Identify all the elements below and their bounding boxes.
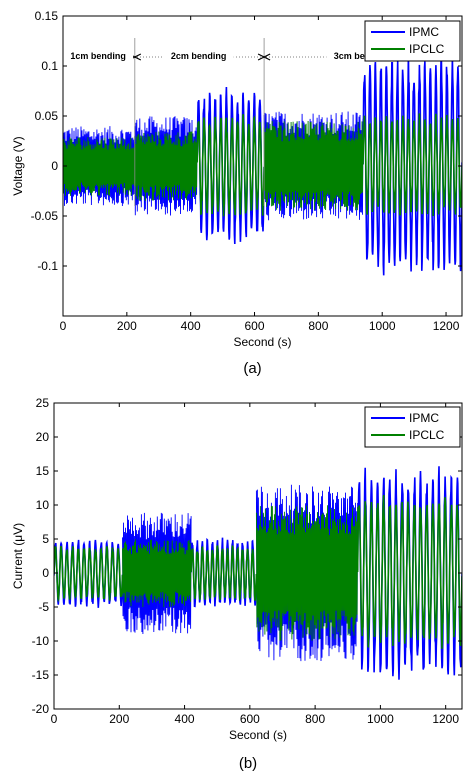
legend-box [364, 20, 461, 62]
series-line-ipclc-segment-1 [134, 131, 198, 201]
legend: IPMC IPCLC [364, 406, 461, 448]
x-tick-label: 0 [51, 712, 58, 726]
y-axis-label: Voltage (V) [11, 136, 25, 195]
series-line-ipmc-segment-0 [63, 126, 136, 207]
y-axis-label: Current (μV) [11, 523, 25, 589]
y-tick-label: 0 [51, 159, 58, 173]
series-layer [63, 51, 462, 276]
y-tick-label: 20 [36, 430, 50, 444]
legend-label-ipclc: IPCLC [409, 428, 445, 442]
x-tick-label: 600 [245, 319, 265, 333]
y-tick-label: 0.15 [35, 9, 59, 23]
x-tick-label: 1200 [432, 712, 459, 726]
series-line-ipmc-segment-1 [122, 512, 192, 635]
y-tick-label: 25 [36, 396, 50, 410]
series-line-ipclc-segment-2 [196, 114, 265, 217]
x-tick-label: 800 [305, 712, 325, 726]
voltage-chart-panel: 1cm bending 2cm bending 3cm bending 0 200 400… [11, 9, 463, 377]
x-tick-label: 800 [308, 319, 328, 333]
x-tick-label: 600 [240, 712, 260, 726]
series-line-ipclc-segment-0 [63, 136, 136, 196]
x-axis-label: Second (s) [233, 335, 291, 349]
x-tick-label: 400 [175, 712, 195, 726]
series-line-ipclc-segment-1 [122, 539, 192, 608]
bending-annotation: 3cm bending [334, 51, 390, 61]
legend-label-ipclc: IPCLC [409, 42, 445, 56]
y-tick-label: 0.05 [35, 109, 59, 123]
axes-frame [53, 402, 463, 710]
legend-label-ipmc: IPMC [409, 411, 439, 425]
bending-annotation: 1cm bending [70, 51, 126, 61]
annotation-background [63, 51, 134, 62]
y-tick-label: 5 [42, 532, 49, 546]
y-tick-label: -0.05 [31, 209, 59, 223]
y-tick-label: -5 [38, 600, 49, 614]
x-tick-label: 400 [181, 319, 201, 333]
series-line-ipclc-segment-4 [362, 113, 462, 217]
x-tick-label: 200 [117, 319, 137, 333]
series-line-ipclc-segment-3 [263, 120, 364, 211]
legend-label-ipmc: IPMC [409, 25, 439, 39]
y-tick-label: 0.1 [41, 59, 58, 73]
bending-annotation: 2cm bending [171, 51, 227, 61]
x-tick-label: 1000 [369, 319, 396, 333]
x-tick-label: 200 [109, 712, 129, 726]
y-tick-label: -20 [32, 702, 50, 716]
legend-box [364, 406, 461, 448]
panel-label: (b) [239, 755, 257, 772]
series-line-ipclc-segment-3 [255, 505, 359, 641]
bending-arrow-icon [257, 53, 271, 61]
annotation-background [326, 51, 397, 62]
legend: IPMC IPCLC [364, 20, 461, 62]
series-line-ipclc-segment-0 [54, 545, 124, 603]
y-tick-label: 15 [36, 464, 50, 478]
y-tick-label: -10 [32, 634, 50, 648]
x-tick-label: 1200 [433, 319, 460, 333]
x-tick-label: 0 [60, 319, 67, 333]
panel-label: (a) [243, 360, 261, 377]
y-tick-label: 0 [42, 566, 49, 580]
series-line-ipclc-segment-4 [356, 494, 462, 649]
current-chart-panel: 0 200 400 600 800 1000 1200 -20 -15 -10 -5 0 5 10 15 20… [11, 396, 463, 772]
x-tick-label: 1000 [367, 712, 394, 726]
y-tick-label: 10 [36, 498, 50, 512]
series-line-ipclc-segment-2 [190, 544, 258, 602]
annotation-background [163, 51, 234, 62]
y-tick-label: -15 [32, 668, 50, 682]
y-tick-label: -0.1 [37, 259, 58, 273]
x-axis-label: Second (s) [229, 728, 287, 742]
series-layer [54, 466, 462, 680]
